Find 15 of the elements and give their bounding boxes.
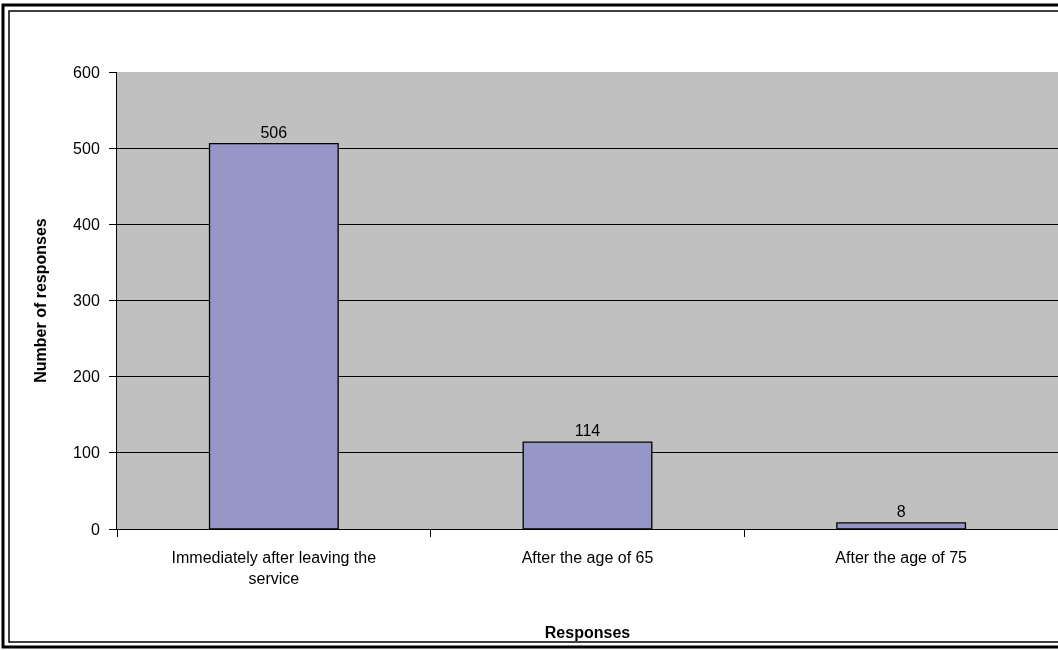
x-tick-label: After the age of 65 — [521, 549, 654, 567]
data-label: 8 — [896, 502, 906, 520]
data-label: 114 — [574, 422, 601, 440]
y-tick-label: 500 — [73, 139, 100, 157]
y-tick-label: 400 — [73, 215, 100, 233]
y-tick-label: 300 — [73, 292, 100, 310]
data-label: 506 — [260, 123, 288, 141]
y-axis-title: Number of responses — [32, 218, 49, 383]
y-tick-label: 200 — [73, 368, 100, 386]
x-tick-label: After the age of 75 — [835, 549, 968, 567]
y-tick-label: 600 — [73, 63, 100, 81]
x-axis-title: Responses — [544, 623, 631, 641]
y-tick-label: 0 — [90, 520, 100, 538]
x-tick-label: Immediately after leaving the service — [171, 549, 377, 587]
y-tick-label: 100 — [73, 444, 100, 462]
